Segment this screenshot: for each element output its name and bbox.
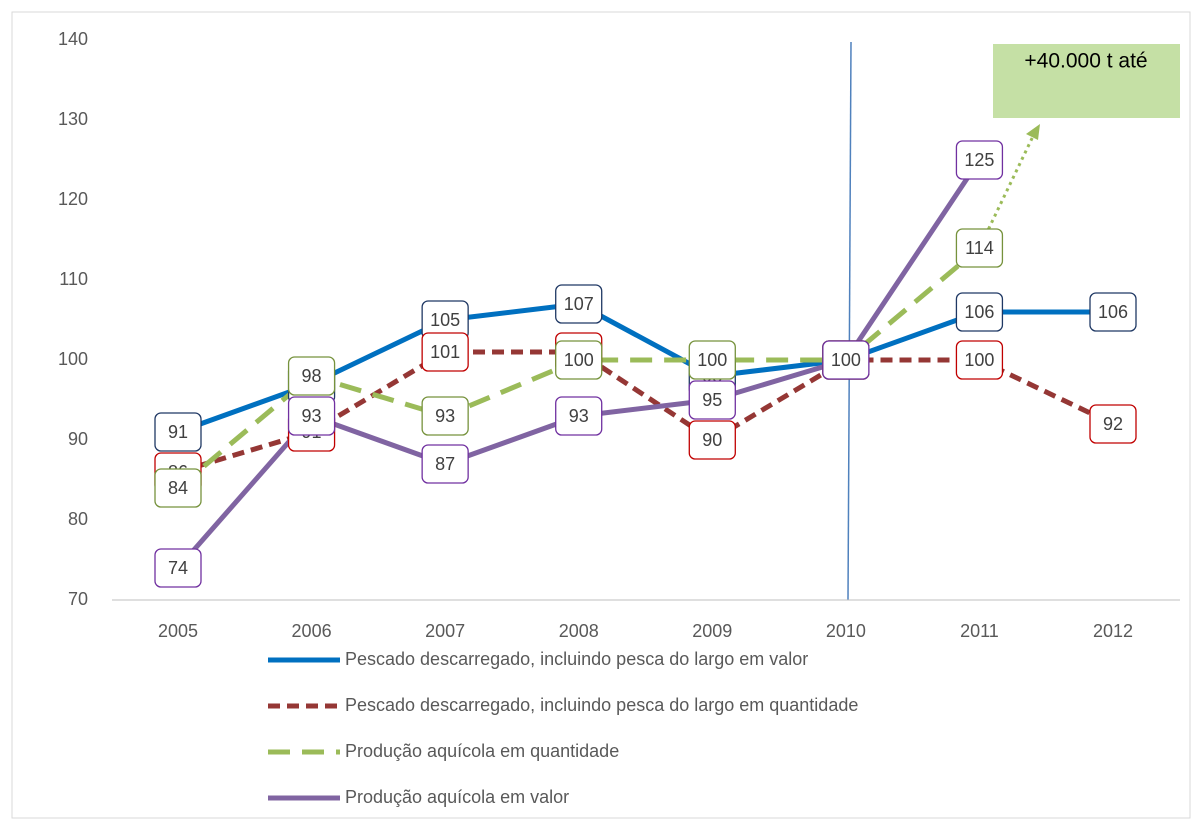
data-label-box xyxy=(822,340,870,380)
y-tick-label: 110 xyxy=(59,269,88,289)
data-label: 106 xyxy=(1098,302,1128,322)
divider-line xyxy=(847,41,852,601)
data-label: 100 xyxy=(697,350,727,370)
data-label: 125 xyxy=(964,150,994,170)
x-tick-label: 2011 xyxy=(960,621,999,641)
data-label: 87 xyxy=(435,454,455,474)
data-label: 74 xyxy=(168,558,188,578)
arrow-head xyxy=(1026,124,1040,140)
data-label-box xyxy=(287,396,336,436)
data-label-box xyxy=(955,140,1004,180)
data-label: 105 xyxy=(430,310,460,330)
legend-label: Produção aquícola em valor xyxy=(345,787,569,807)
y-tick-label: 120 xyxy=(58,189,88,209)
x-tick-label: 2010 xyxy=(826,621,866,641)
annotation: +40.000 t até xyxy=(1024,50,1147,73)
y-tick-label: 100 xyxy=(58,349,88,369)
data-label-box xyxy=(555,340,603,380)
legend-label: Produção aquícola em quantidade xyxy=(345,741,619,761)
data-label: 100 xyxy=(564,350,594,370)
x-tick-label: 2008 xyxy=(559,621,599,641)
data-label-box xyxy=(421,332,469,372)
y-tick-label: 80 xyxy=(68,509,88,529)
data-label: 101 xyxy=(430,342,460,362)
data-label: 93 xyxy=(569,406,589,426)
data-label: 84 xyxy=(168,478,188,498)
data-label: 114 xyxy=(965,238,994,258)
data-label-box xyxy=(555,396,603,436)
legend-label: Pescado descarregado, incluindo pesca do… xyxy=(345,649,808,669)
y-tick-label: 130 xyxy=(58,109,88,129)
data-label-box xyxy=(955,228,1004,268)
legend-label: Pescado descarregado, incluindo pesca do… xyxy=(345,695,858,715)
data-label-box xyxy=(688,340,736,380)
data-label-box xyxy=(421,444,469,484)
data-label-box xyxy=(688,420,736,460)
data-label: 91 xyxy=(168,422,188,442)
data-label-box xyxy=(287,356,336,396)
data-label: 100 xyxy=(964,350,994,370)
annotation-box xyxy=(993,44,1180,118)
y-tick-label: 90 xyxy=(68,429,88,449)
data-label-box xyxy=(1089,404,1137,444)
data-label: 90 xyxy=(702,430,722,450)
data-label: 93 xyxy=(302,406,322,426)
data-label: 93 xyxy=(435,406,455,426)
data-label-box xyxy=(688,380,736,420)
annotation-arrow xyxy=(978,129,1038,249)
data-label-box xyxy=(154,412,202,452)
data-label: 95 xyxy=(702,390,722,410)
y-tick-label: 70 xyxy=(68,589,88,609)
x-tick-label: 2009 xyxy=(692,621,732,641)
frame xyxy=(11,11,1191,819)
x-tick-label: 2006 xyxy=(292,621,332,641)
data-label: 98 xyxy=(302,366,322,386)
x-tick-label: 2007 xyxy=(425,621,465,641)
data-label-box xyxy=(555,284,603,324)
x-tick-label: 2005 xyxy=(158,621,198,641)
data-label: 92 xyxy=(1103,414,1123,434)
data-label: 107 xyxy=(564,294,594,314)
data-label: 100 xyxy=(831,350,861,370)
data-label-box xyxy=(1089,292,1137,332)
data-label-box xyxy=(421,396,469,436)
data-label-box xyxy=(955,340,1004,380)
data-label-box xyxy=(154,548,202,588)
y-tick-label: 140 xyxy=(58,29,88,49)
data-label-box xyxy=(154,468,202,508)
x-tick-label: 2012 xyxy=(1093,621,1133,641)
data-label: 106 xyxy=(964,302,994,322)
data-label-box xyxy=(955,292,1004,332)
